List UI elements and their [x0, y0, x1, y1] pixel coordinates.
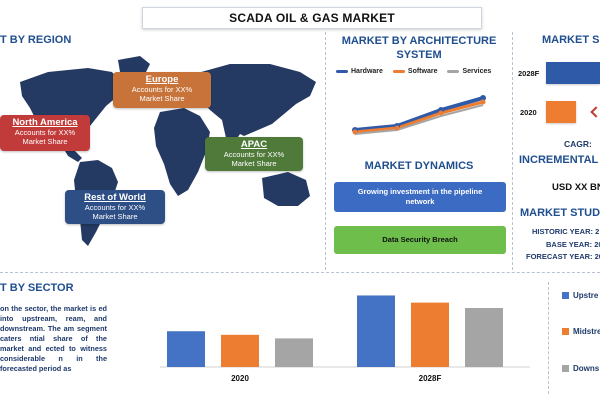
point-hardware — [480, 95, 486, 101]
historic-year: HISTORIC YEAR: 2 — [532, 227, 600, 236]
bar-midstream-2028f — [411, 302, 449, 367]
divider — [512, 32, 513, 270]
sector-bar-chart: 2020 2028F — [160, 295, 530, 383]
legend-label: Software — [407, 68, 438, 75]
size-bar-2028 — [546, 62, 600, 84]
region-box-europe: Europe Accounts for XX% Market Share — [113, 72, 211, 108]
upstream-swatch — [562, 292, 569, 299]
architecture-legend: Hardware Software Services — [336, 68, 491, 75]
map-africa — [154, 108, 210, 196]
map-asia — [194, 64, 316, 136]
incremental-value: USD XX BN — [552, 182, 600, 193]
divider — [0, 272, 600, 273]
region-share: Accounts for XX% — [223, 150, 285, 159]
legend-midstream: Midstre — [562, 327, 600, 336]
legend-item-software: Software — [392, 68, 438, 75]
region-name: Rest of World — [84, 192, 146, 203]
legend-upstream: Upstre — [562, 291, 598, 300]
bar-downstream-2028f — [465, 307, 503, 367]
study-heading: MARKET STUDY — [520, 207, 600, 219]
region-name: APAC — [240, 139, 268, 150]
divider — [325, 32, 326, 270]
point-software — [352, 129, 358, 135]
driver-box: Growing investment in the pipeline netwo… — [334, 182, 506, 212]
software-swatch — [392, 70, 405, 73]
sector-heading: T BY SECTOR — [0, 282, 74, 294]
region-box-apac: APAC Accounts for XX% Market Share — [205, 137, 303, 171]
services-swatch — [447, 70, 460, 73]
architecture-line-chart — [352, 95, 486, 135]
legend-downstream: Downs — [562, 364, 599, 373]
challenge-box: Data Security Breach — [334, 226, 506, 254]
legend-label: Midstre — [573, 327, 600, 336]
legend-label: Hardware — [351, 68, 383, 75]
category-label: 2028F — [419, 374, 442, 383]
point-software — [480, 99, 486, 105]
region-share-label: Market Share — [231, 159, 277, 168]
line-software — [354, 100, 484, 134]
map-australia — [262, 172, 310, 206]
hardware-swatch — [336, 70, 348, 73]
size-bar-2020 — [546, 101, 576, 123]
size-arrow-icon — [590, 106, 600, 118]
architecture-heading-line1: MARKET BY ARCHITECTURE — [341, 35, 497, 47]
region-share: Accounts for XX% — [14, 128, 76, 137]
region-share: Accounts for XX% — [131, 85, 193, 94]
region-share: Accounts for XX% — [84, 203, 146, 212]
point-software — [394, 125, 400, 131]
region-heading: T BY REGION — [0, 34, 72, 46]
size-row-2028: 2028F — [518, 69, 540, 78]
region-name: North America — [12, 117, 78, 128]
size-row-2020: 2020 — [520, 108, 537, 117]
downstream-swatch — [562, 365, 569, 372]
point-software — [438, 110, 444, 116]
bar-upstream-2020 — [167, 331, 205, 367]
category-label: 2020 — [231, 374, 249, 383]
line-hardware — [354, 96, 484, 132]
region-box-north-america: North America Accounts for XX% Market Sh… — [0, 115, 90, 151]
bar-upstream-2028f — [357, 295, 395, 367]
region-share-label: Market Share — [22, 137, 68, 146]
region-box-rest-of-world: Rest of World Accounts for XX% Market Sh… — [65, 190, 165, 224]
legend-label: Services — [462, 68, 492, 75]
legend-item-hardware: Hardware — [336, 68, 383, 75]
region-share-label: Market Share — [139, 94, 185, 103]
size-heading: MARKET SI — [542, 34, 600, 46]
legend-label: Downs — [573, 364, 600, 373]
region-share-label: Market Share — [92, 212, 138, 221]
base-year: BASE YEAR: 20 — [546, 240, 600, 249]
legend-item-services: Services — [447, 68, 491, 75]
cagr-label: CAGR: — [564, 139, 592, 149]
bar-downstream-2020 — [275, 338, 313, 367]
sector-description: on the sector, the market is ed into ups… — [0, 304, 107, 373]
midstream-swatch — [562, 328, 569, 335]
dynamics-heading: MARKET DYNAMICS — [364, 160, 474, 172]
forecast-year: FORECAST YEAR: 20 — [526, 252, 600, 261]
incremental-heading: INCREMENTAL G — [519, 154, 600, 166]
page-title: SCADA OIL & GAS MARKET — [142, 7, 482, 29]
architecture-heading-line2: SYSTEM — [396, 49, 442, 61]
bar-midstream-2020 — [221, 334, 259, 367]
architecture-heading: MARKET BY ARCHITECTURE SYSTEM — [330, 34, 508, 62]
legend-label: Upstre — [573, 291, 599, 300]
line-services — [354, 104, 484, 135]
divider — [548, 282, 549, 394]
region-name: Europe — [145, 74, 179, 85]
